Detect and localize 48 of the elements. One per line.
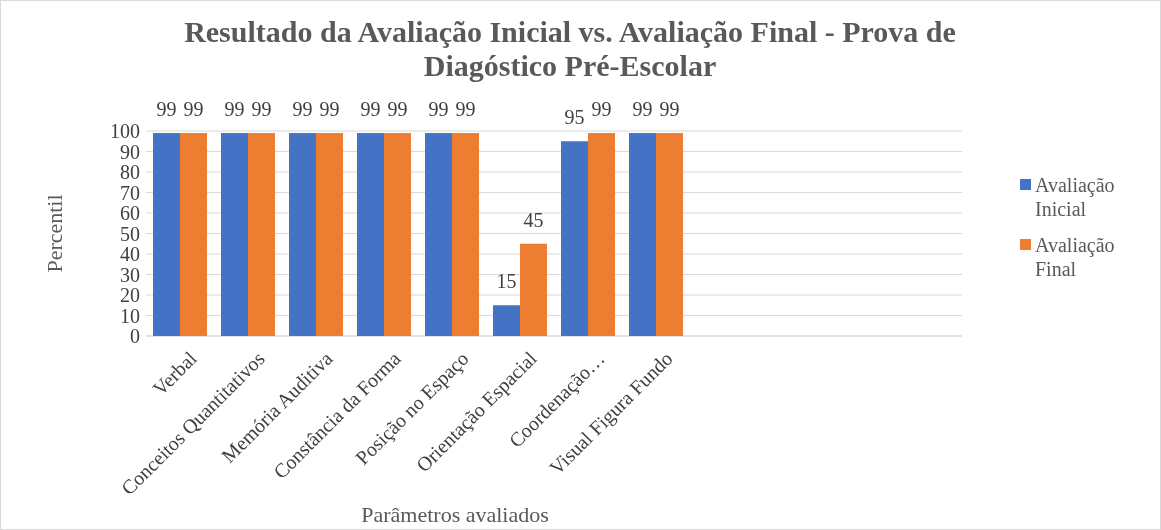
data-label: 99	[224, 98, 245, 121]
data-label: 15	[496, 270, 517, 293]
bar	[289, 133, 316, 336]
y-tick-label: 90	[120, 140, 140, 163]
bar	[493, 305, 520, 336]
y-tick-label: 70	[120, 181, 140, 204]
bar	[425, 133, 452, 336]
data-label: 99	[387, 98, 408, 121]
y-tick-label: 40	[120, 243, 140, 265]
chart-title: Resultado da Avaliação Inicial vs. Avaliação Final - Prova de Diagóstico Pré-Escolar	[184, 15, 956, 82]
bar	[248, 133, 275, 336]
bar	[221, 133, 248, 336]
y-tick-label: 60	[120, 202, 140, 224]
bar	[357, 133, 384, 336]
y-tick-label: 100	[110, 120, 140, 142]
bar	[588, 133, 615, 336]
bar	[561, 141, 588, 336]
bar	[316, 133, 343, 336]
data-label: 99	[632, 98, 653, 121]
data-label: 99	[659, 98, 680, 121]
bar	[520, 243, 547, 336]
legend-label: Avaliação Inicial	[1035, 174, 1115, 220]
bar	[656, 133, 683, 336]
y-tick-label: 10	[120, 304, 140, 327]
data-label: 99	[156, 98, 177, 121]
data-label: 99	[319, 98, 340, 121]
y-tick-label: 80	[120, 161, 140, 183]
bar	[629, 133, 656, 336]
data-label: 99	[360, 98, 381, 121]
data-label: 95	[564, 106, 585, 129]
data-label: 99	[591, 98, 612, 121]
data-label: 99	[455, 98, 476, 121]
bar	[452, 133, 479, 336]
x-axis-title: Parâmetros avaliados	[361, 502, 549, 527]
data-label: 99	[428, 98, 449, 121]
y-axis-title: Percentil	[42, 194, 67, 273]
data-label: 99	[183, 98, 204, 121]
bar	[180, 133, 207, 336]
y-tick-label: 0	[130, 325, 140, 347]
y-tick-label: 50	[120, 222, 140, 245]
data-label: 99	[292, 98, 313, 121]
bar	[153, 133, 180, 336]
y-tick-label: 20	[120, 284, 140, 306]
data-label: 99	[251, 98, 272, 121]
data-label: 45	[523, 208, 544, 231]
legend-label: Avaliação Final	[1035, 234, 1115, 280]
y-tick-label: 30	[120, 263, 140, 286]
bar	[384, 133, 411, 336]
